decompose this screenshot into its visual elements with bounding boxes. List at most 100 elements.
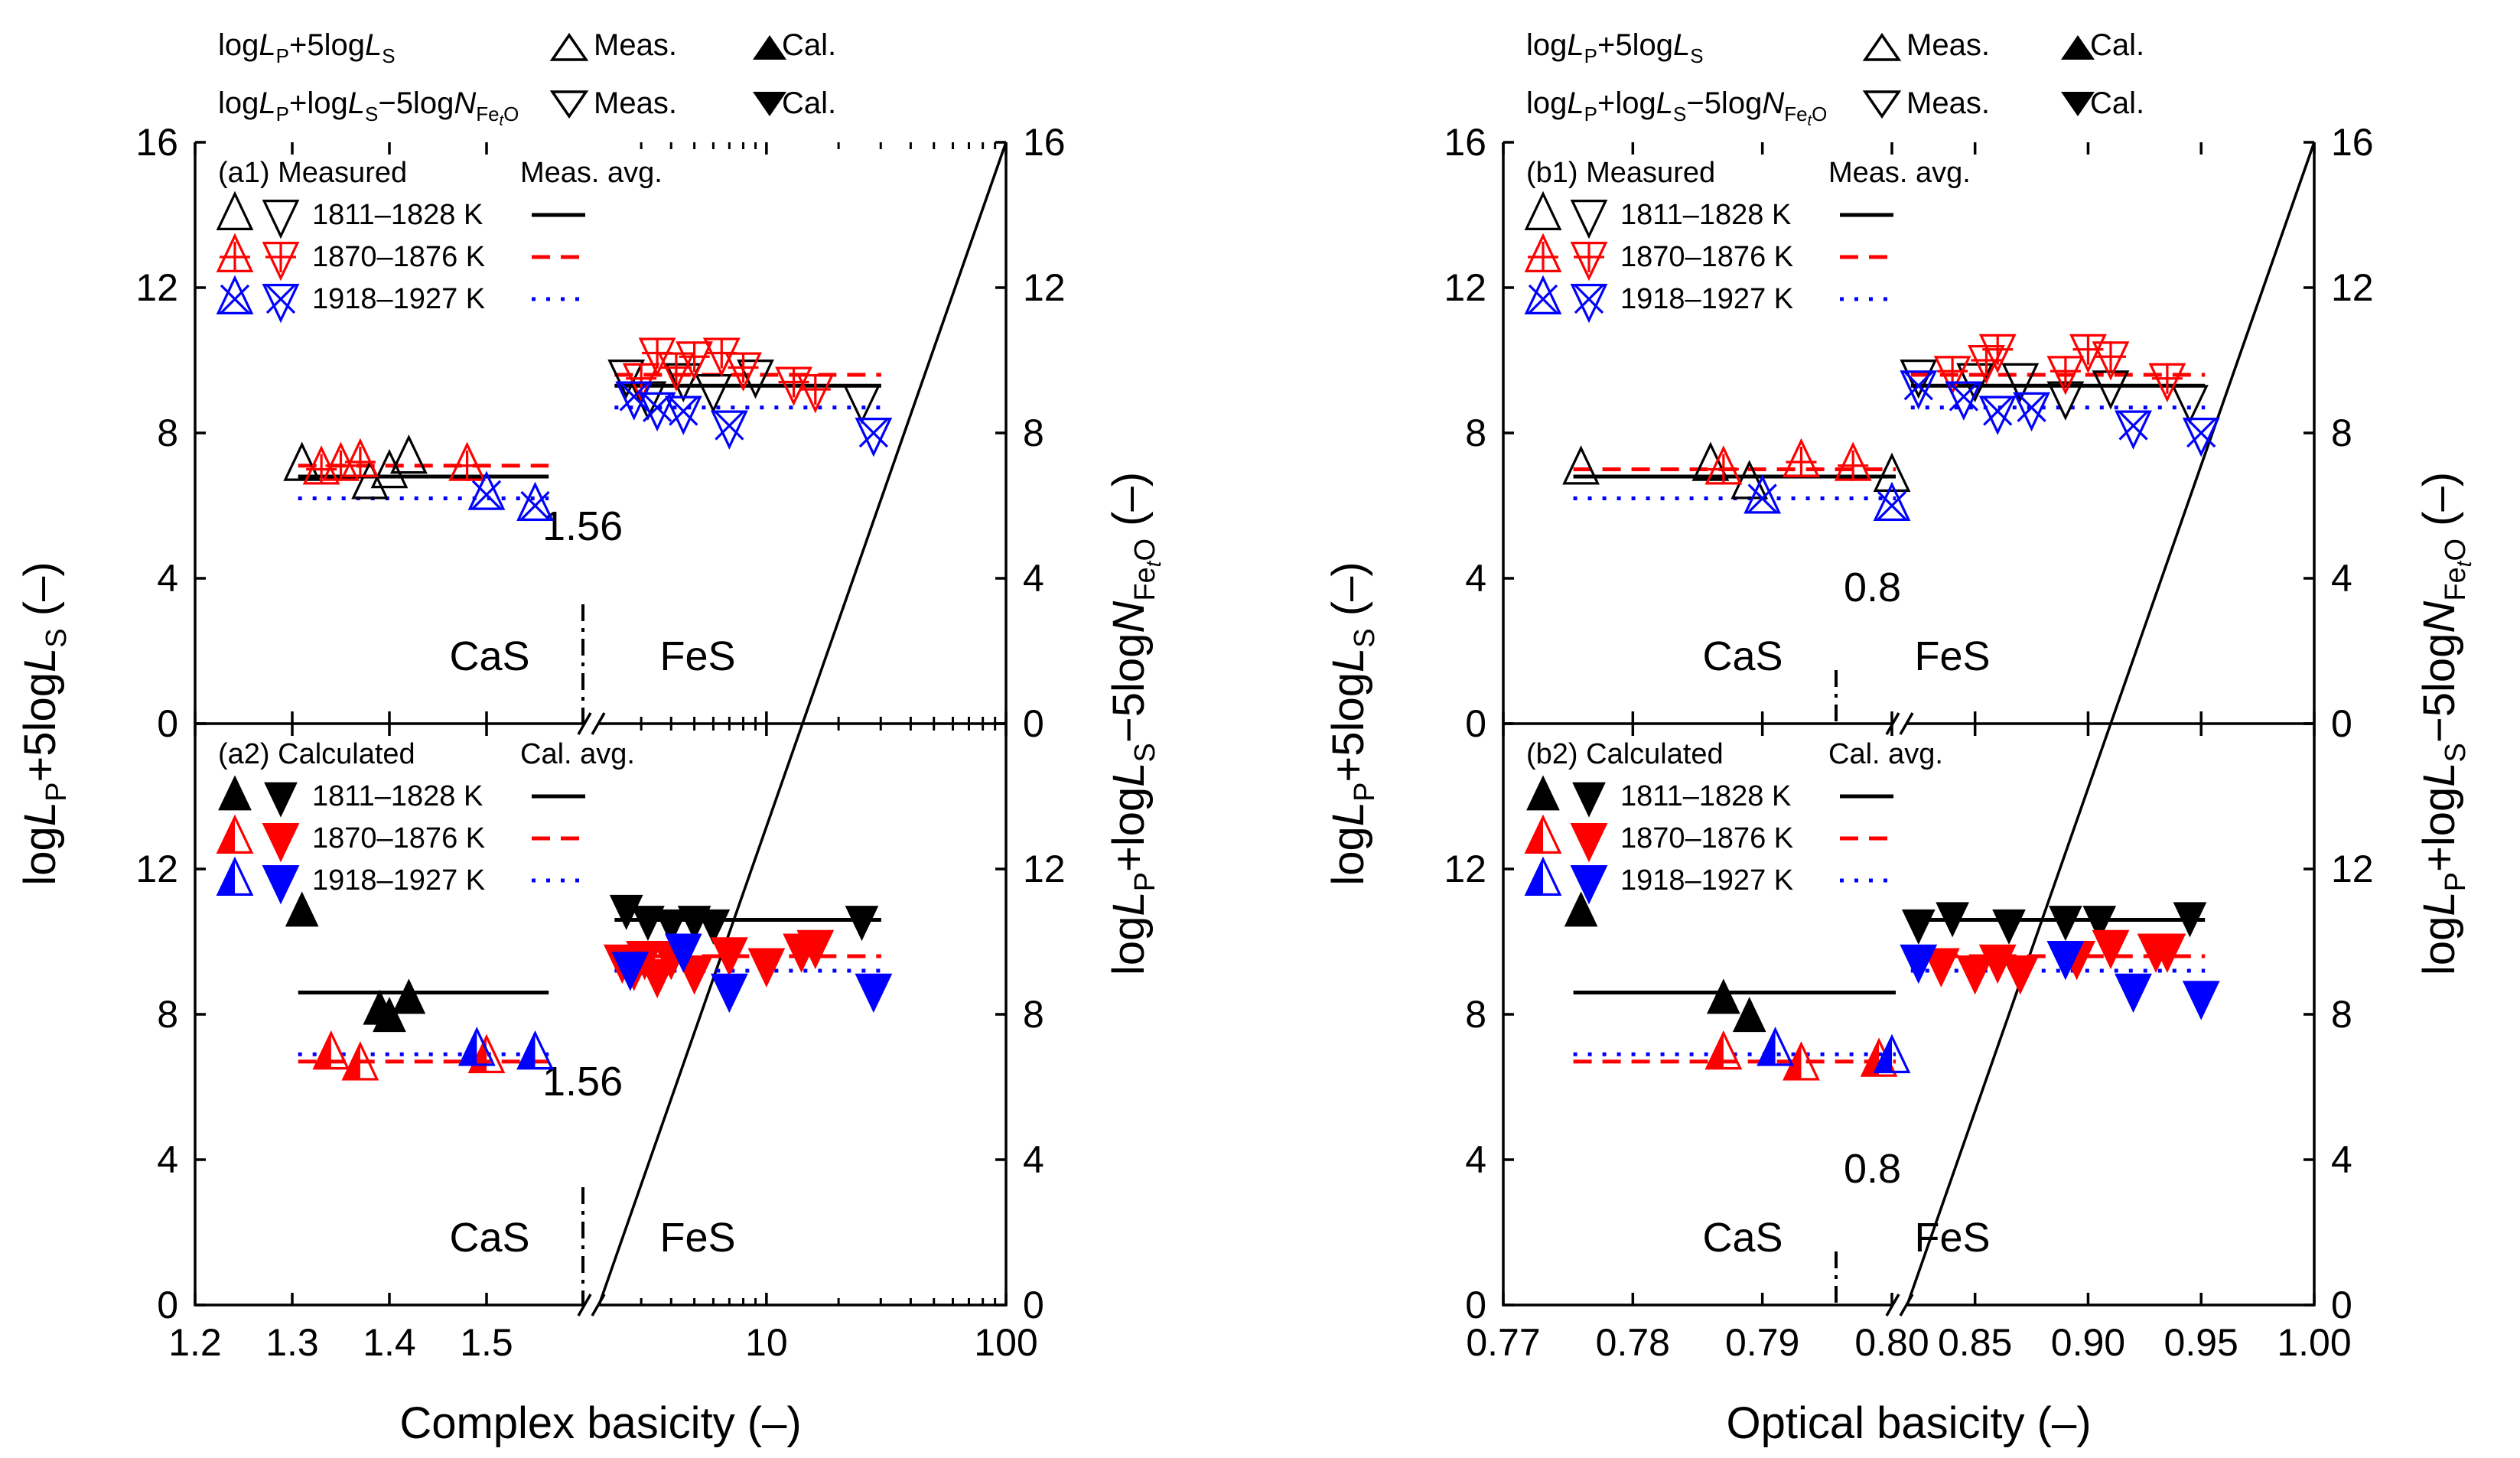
legend-row2-label: logLP+logLS−5logNFetO: [218, 86, 519, 129]
data-point-fes-plus: [2072, 334, 2104, 365]
legend-cal-2b: Cal.: [2090, 86, 2144, 120]
data-point-fes: [1945, 381, 1983, 421]
legend-marker-up: [1524, 275, 1562, 314]
y-tick-label-right: 8: [1023, 993, 1044, 1036]
legend-marker-up-half: [1526, 859, 1543, 895]
data-point-cas-half: [1707, 1033, 1724, 1069]
frame-a: [194, 142, 1008, 1316]
data-point-fes-half: [857, 975, 890, 1011]
legend-marker-up-cross: [1528, 284, 1558, 314]
y-tick-label-right: 4: [2331, 557, 2352, 600]
data-point-fes-cross: [669, 396, 698, 426]
data-point-fes: [855, 418, 893, 457]
legend-marker-down: [1570, 200, 1608, 239]
avg-label: Cal. avg.: [520, 738, 635, 770]
data-point-cas: [467, 470, 506, 510]
data-point-fes: [696, 909, 731, 945]
legend-marker-up-cross: [220, 284, 250, 314]
data-point-fes-half: [1981, 945, 2015, 981]
frame-b: [1502, 142, 2316, 1316]
x-tick-label: 10: [745, 1321, 788, 1364]
data-point-fes: [845, 906, 879, 942]
legend-cal-2: Cal.: [782, 86, 836, 120]
data-point-cas: [1730, 460, 1769, 500]
legend-marker-up-half: [218, 859, 235, 895]
y-tick-label-left: 0: [1465, 702, 1486, 745]
data-point-fes-half: [1924, 949, 1958, 985]
data-point-cas-half: [518, 1033, 536, 1069]
y-tick-label-right: 16: [1023, 121, 1066, 164]
legend-cal-down-icon-b: [2061, 92, 2095, 116]
legend-temperature: 1870–1876 K: [312, 241, 485, 273]
legend-temperature: 1918–1927 K: [312, 864, 485, 897]
data-point-fes: [1901, 909, 1936, 945]
data-point-cas: [1873, 452, 1911, 492]
y-tick-label-right: 16: [2331, 121, 2374, 164]
legend-marker-down-half: [1572, 824, 1606, 860]
data-point-fes-plus: [728, 352, 759, 383]
data-point-fes-cross: [2017, 392, 2046, 422]
panel-b1: 0 0 4 4 8 8 12 12 16 16 0.8 CaS FeS (b1) Measured Meas…: [1444, 121, 2373, 745]
y-tick-label-left: 0: [1465, 1284, 1486, 1326]
legend-marker-up-half: [218, 817, 235, 853]
legend-temperature: 1870–1876 K: [1620, 241, 1793, 273]
data-point-cas-plus: [451, 450, 483, 481]
x-axis-title-a: Complex basicity (–): [399, 1398, 801, 1448]
y-tick-label-right: 8: [2331, 412, 2352, 454]
legend-cal-down-icon: [753, 92, 786, 116]
legend-meas-down-icon: [549, 90, 589, 119]
legend-cal-1: Cal.: [782, 28, 836, 62]
legend-temperature: 1870–1876 K: [312, 822, 485, 854]
divider-value: 0.8: [1844, 565, 1901, 610]
y-tick-label-left: 8: [157, 412, 178, 454]
y-tick-label-right: 0: [1023, 1284, 1044, 1326]
y-tick-label-right: 8: [2331, 993, 2352, 1036]
data-point-fes: [2046, 381, 2085, 421]
data-point-cas-cross: [1877, 490, 1907, 521]
legend-marker-down-half: [264, 824, 298, 860]
data-point-fes-cross: [715, 411, 744, 441]
data-point-cas-plus: [306, 454, 337, 485]
data-point-fes-half: [2150, 935, 2184, 971]
y-tick-label-right: 12: [2331, 848, 2374, 890]
data-point-cas: [1564, 891, 1598, 927]
data-point-cas-cross: [520, 490, 550, 521]
divider-value: 1.56: [542, 503, 623, 549]
x-axis-title-b: Optical basicity (–): [1726, 1398, 2091, 1448]
data-point-cas: [392, 978, 426, 1014]
x-tick-label: 100: [974, 1321, 1037, 1364]
data-point-fes-cross: [2186, 418, 2216, 448]
legend-meas-1b: Meas.: [1906, 28, 1990, 62]
legend-marker-down-half: [1572, 866, 1606, 902]
chart-marks: 0 0 4 4 8 8 12 12 16 16 1.56 CaS FeS (a1) Measured Mea…: [135, 121, 2373, 1364]
y-tick-label-left: 12: [135, 848, 178, 890]
legend-row1-label-b: logLP+5logLS: [1526, 28, 1704, 67]
data-point-cas-cross: [1747, 483, 1777, 513]
data-point-fes-plus: [1982, 334, 2014, 365]
data-point-fes-half: [640, 960, 674, 996]
y-tick-label-left: 12: [1444, 848, 1486, 890]
data-point-cas: [283, 441, 321, 481]
legend-marker-down-cross: [1574, 284, 1604, 314]
data-point-cas-half: [1758, 1029, 1776, 1065]
y-tick-label-left: 16: [1444, 121, 1486, 164]
x-tick-label: 0.78: [1596, 1321, 1670, 1364]
legend-cal-up-icon: [753, 35, 786, 60]
x-tick-label: 0.77: [1466, 1321, 1540, 1364]
data-point-cas-plus: [1786, 447, 1817, 477]
data-point-fes-half: [712, 938, 747, 974]
left-y-axis-title-b: logLP+5logLS (–): [1323, 561, 1381, 885]
data-point-cas: [1691, 441, 1730, 481]
data-point-fes-plus: [2050, 356, 2081, 387]
legend-temperature: 1811–1828 K: [1620, 199, 1791, 231]
data-point-cas-half: [343, 1043, 360, 1079]
data-point-fes: [631, 906, 665, 942]
data-point-fes: [2049, 906, 2082, 942]
divider-value: 0.8: [1844, 1146, 1901, 1192]
data-marks: [1564, 891, 2220, 1081]
data-point-cas-plus: [1708, 454, 1739, 485]
legend-marker-down: [262, 200, 300, 239]
y-tick-label-right: 12: [2331, 266, 2374, 309]
y-tick-label-right: 12: [1023, 266, 1066, 309]
